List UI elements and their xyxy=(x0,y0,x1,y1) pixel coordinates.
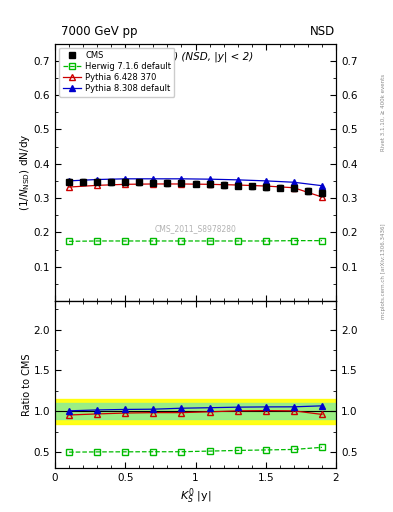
Pythia 8.308 default xyxy=(292,179,296,185)
Pythia 8.308 default xyxy=(151,176,156,182)
Herwig 7.1.6 default xyxy=(123,238,128,244)
Bar xyxy=(55,403,336,419)
Pythia 6.428 370 xyxy=(95,182,99,188)
Pythia 6.428 370 xyxy=(320,194,324,200)
Text: CMS_2011_S8978280: CMS_2011_S8978280 xyxy=(154,224,237,233)
Pythia 8.308 default xyxy=(207,176,212,182)
Pythia 8.308 default xyxy=(320,183,324,189)
Herwig 7.1.6 default xyxy=(207,238,212,244)
Pythia 6.428 370 xyxy=(151,181,156,187)
Pythia 6.428 370 xyxy=(123,181,128,187)
Pythia 8.308 default xyxy=(95,177,99,183)
Pythia 6.428 370 xyxy=(292,185,296,191)
Pythia 8.308 default xyxy=(179,176,184,182)
Herwig 7.1.6 default xyxy=(95,238,99,244)
Herwig 7.1.6 default xyxy=(67,238,72,244)
Herwig 7.1.6 default xyxy=(151,238,156,244)
Pythia 6.428 370 xyxy=(235,182,240,188)
Text: NSD: NSD xyxy=(310,26,335,38)
Pythia 6.428 370 xyxy=(179,181,184,187)
Line: Pythia 6.428 370: Pythia 6.428 370 xyxy=(66,181,325,200)
Y-axis label: $(1/N_{\mathrm{NSD}})$ dN/dy: $(1/N_{\mathrm{NSD}})$ dN/dy xyxy=(18,134,32,211)
Herwig 7.1.6 default xyxy=(320,238,324,244)
Text: mcplots.cern.ch [arXiv:1306.3436]: mcplots.cern.ch [arXiv:1306.3436] xyxy=(381,224,386,319)
Pythia 8.308 default xyxy=(235,177,240,183)
Text: Rivet 3.1.10, ≥ 400k events: Rivet 3.1.10, ≥ 400k events xyxy=(381,74,386,151)
Pythia 6.428 370 xyxy=(263,183,268,189)
Line: Pythia 8.308 default: Pythia 8.308 default xyxy=(66,176,325,188)
Line: Herwig 7.1.6 default: Herwig 7.1.6 default xyxy=(66,238,325,244)
Herwig 7.1.6 default xyxy=(179,238,184,244)
Text: 7000 GeV pp: 7000 GeV pp xyxy=(61,26,138,38)
Bar xyxy=(55,399,336,423)
Herwig 7.1.6 default xyxy=(235,238,240,244)
X-axis label: $K^0_S$ |y|: $K^0_S$ |y| xyxy=(180,486,211,506)
Legend: CMS, Herwig 7.1.6 default, Pythia 6.428 370, Pythia 8.308 default: CMS, Herwig 7.1.6 default, Pythia 6.428 … xyxy=(59,48,174,97)
Pythia 8.308 default xyxy=(67,178,72,184)
Herwig 7.1.6 default xyxy=(292,238,296,244)
Pythia 6.428 370 xyxy=(207,181,212,187)
Pythia 8.308 default xyxy=(123,176,128,182)
Y-axis label: Ratio to CMS: Ratio to CMS xyxy=(22,353,32,416)
Pythia 8.308 default xyxy=(263,178,268,184)
Herwig 7.1.6 default xyxy=(263,238,268,244)
Text: |y|(K0S) (NSD, |y| < 2): |y|(K0S) (NSD, |y| < 2) xyxy=(138,51,253,62)
Pythia 6.428 370 xyxy=(67,184,72,190)
